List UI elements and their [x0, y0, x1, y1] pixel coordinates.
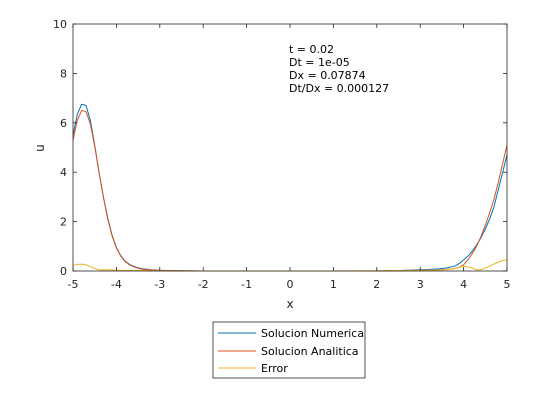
x-tick-label: 5: [504, 278, 511, 291]
annotation-dt-dx: Dt/Dx = 0.000127: [289, 82, 389, 95]
y-axis-label: u: [33, 144, 47, 152]
y-tick-label: 8: [60, 67, 67, 80]
legend-label-numerica: Solucion Numerica: [261, 327, 364, 340]
y-tick-label: 10: [53, 18, 67, 31]
y-tick-label: 6: [60, 117, 67, 130]
x-tick-label: 2: [373, 278, 380, 291]
annotation-dx: Dx = 0.07874: [289, 69, 366, 82]
x-tick-label: -5: [68, 278, 79, 291]
x-tick-label: 1: [330, 278, 337, 291]
x-tick-label: -4: [111, 278, 122, 291]
x-axis-label: x: [286, 297, 293, 311]
x-tick-label: 3: [417, 278, 424, 291]
y-tick-label: 0: [60, 265, 67, 278]
y-tick-label: 2: [60, 216, 67, 229]
annotation-dt: Dt = 1e-05: [289, 56, 350, 69]
y-tick-label: 4: [60, 166, 67, 179]
legend-label-analitica: Solucion Analitica: [261, 345, 359, 358]
x-tick-label: 0: [287, 278, 294, 291]
legend: Solucion Numerica Solucion Analitica Err…: [213, 322, 365, 378]
legend-label-error: Error: [261, 362, 288, 375]
x-tick-label: -3: [154, 278, 165, 291]
x-tick-label: -1: [241, 278, 252, 291]
x-tick-label: -2: [198, 278, 209, 291]
x-tick-label: 4: [460, 278, 467, 291]
annotation-t: t = 0.02: [289, 43, 334, 56]
